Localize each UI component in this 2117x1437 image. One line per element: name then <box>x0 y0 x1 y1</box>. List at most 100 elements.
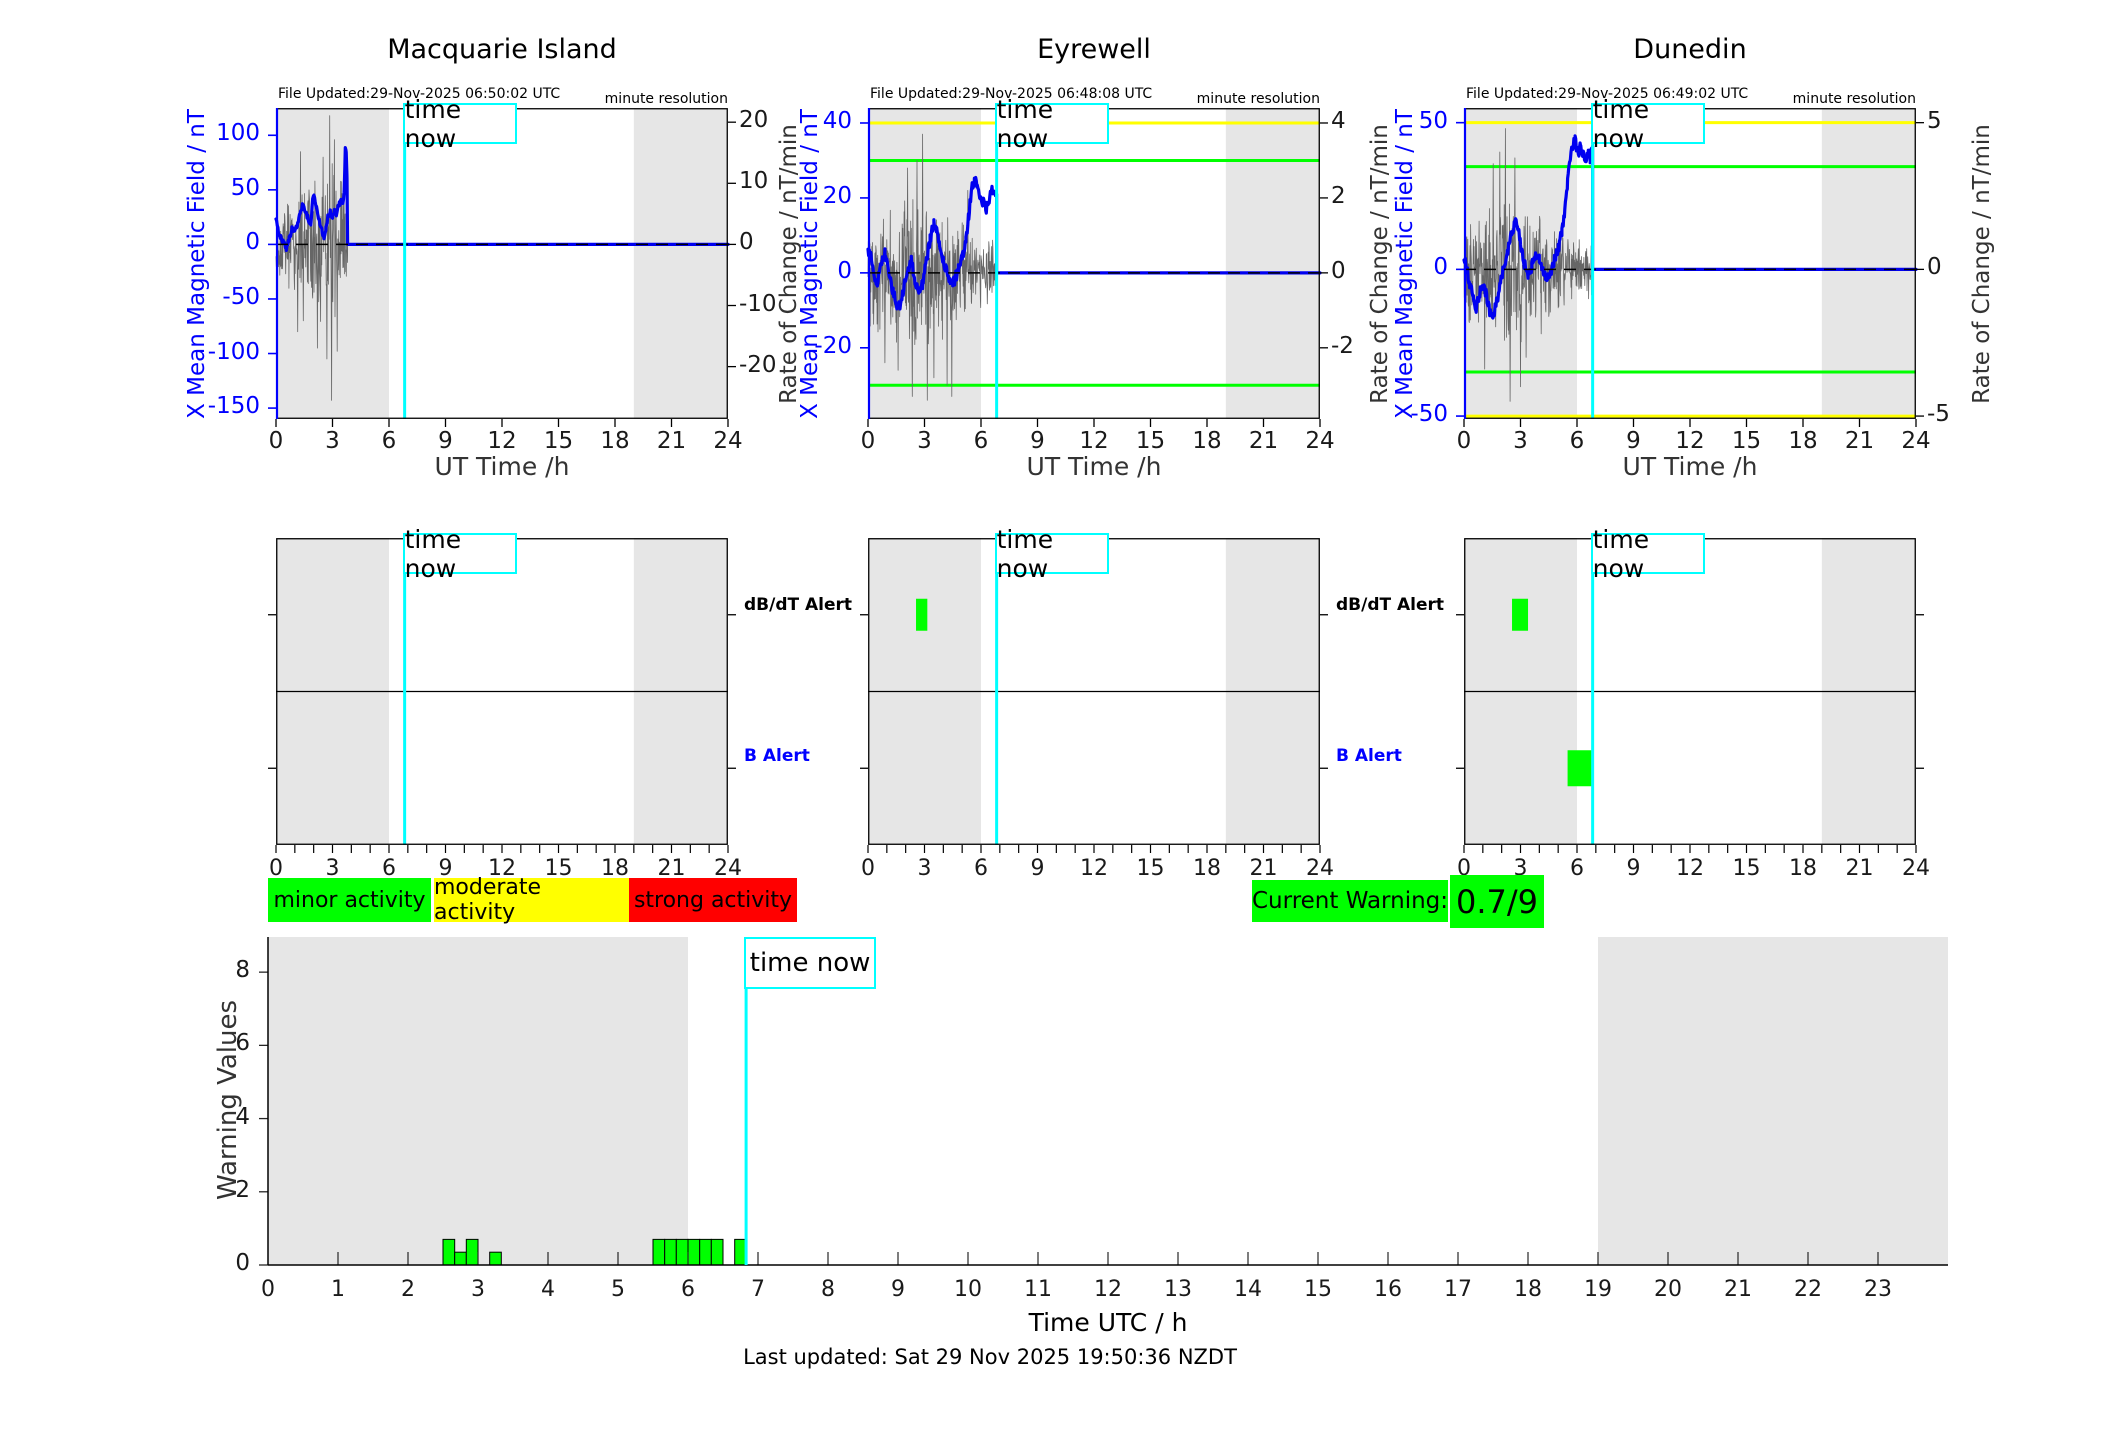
warning-x-tick-label: 3 <box>471 1277 485 1302</box>
y-left-tick-label: -150 <box>207 393 260 420</box>
current-warning-value-box: 0.7/9 <box>1450 875 1544 928</box>
warning-y-tick-label: 8 <box>235 957 250 984</box>
y-axis-label-left: X Mean Magnetic Field / nT <box>797 108 823 419</box>
rate-of-change-trace <box>867 133 1321 401</box>
y-left-tick-label: -20 <box>814 332 852 359</box>
x-axis-label: UT Time /h <box>1622 452 1758 481</box>
current-warning-label-box: Current Warning: <box>1252 880 1448 922</box>
x-tick-label: 0 <box>268 428 284 454</box>
alert-x-tick-label: 6 <box>1570 856 1584 881</box>
b-alert-label: B Alert <box>1336 746 1402 767</box>
warning-bar <box>489 1251 502 1266</box>
y-left-tick-label: 0 <box>245 229 260 256</box>
warning-x-tick-label: 23 <box>1864 1277 1892 1302</box>
y-left-tick-label: 0 <box>837 257 852 284</box>
warning-x-tick-label: 16 <box>1374 1277 1402 1302</box>
y-right-tick-label: -20 <box>739 351 777 378</box>
alert-x-tick-label: 21 <box>657 856 686 881</box>
alert-x-tick-label: 12 <box>1080 856 1108 881</box>
alert-x-tick-label: 24 <box>1902 856 1930 881</box>
warning-y-tick-label: 2 <box>235 1176 250 1203</box>
y-right-tick-label: 5 <box>1927 107 1942 134</box>
x-tick-label: 24 <box>1305 428 1335 454</box>
alert-x-tick-label: 9 <box>1626 856 1641 881</box>
legend-moderate-activity-label: moderate activity <box>434 875 542 925</box>
y-left-tick-label: 20 <box>822 182 852 209</box>
dbdt-alert-label: dB/dT Alert <box>744 594 853 615</box>
x-tick-label: 0 <box>860 428 876 454</box>
x-tick-label: 21 <box>1844 428 1875 454</box>
x-tick-label: 24 <box>1901 428 1931 454</box>
station-title: Eyrewell <box>1037 34 1151 65</box>
y-left-tick-label: 100 <box>216 120 260 147</box>
warning-bar <box>442 1238 456 1266</box>
dbdt-alert-bar <box>1512 598 1529 631</box>
legend-strong-activity-label: strong activity <box>633 887 793 913</box>
alert-x-tick-label: 3 <box>917 856 932 881</box>
x-tick-label: 15 <box>543 428 574 454</box>
alert-x-tick-label: 15 <box>544 856 573 881</box>
resolution-note: minute resolution <box>1792 91 1916 107</box>
alert-x-tick-label: 18 <box>601 856 629 881</box>
file-updated-note: File Updated:29-Nov-2025 06:48:08 UTC <box>870 86 1153 102</box>
file-updated-note: File Updated:29-Nov-2025 06:50:02 UTC <box>278 86 561 102</box>
file-updated-note: File Updated:29-Nov-2025 06:49:02 UTC <box>1466 86 1749 102</box>
alert-x-tick-label: 15 <box>1136 856 1165 881</box>
x-tick-label: 21 <box>1248 428 1279 454</box>
warning-x-tick-label: 9 <box>891 1277 905 1302</box>
mean-field-trace <box>866 175 1322 311</box>
y-right-tick-label: 0 <box>1927 254 1942 281</box>
warning-x-tick-label: 6 <box>681 1277 695 1302</box>
b-alert-label: B Alert <box>744 746 810 767</box>
x-tick-label: 9 <box>1030 428 1045 454</box>
x-tick-label: 12 <box>1675 428 1705 454</box>
legend-minor-activity-label: minor activity <box>273 887 426 913</box>
warning-bar <box>664 1238 677 1266</box>
y-right-tick-label: 0 <box>1331 257 1346 284</box>
y-left-tick-label: -50 <box>1410 401 1448 428</box>
time-now-label: time now <box>994 95 1109 153</box>
y-axis-label-right: Rate of Change / nT/min <box>1969 123 1995 404</box>
warning-x-tick-label: 21 <box>1724 1277 1752 1302</box>
y-right-tick-label: -10 <box>739 290 777 317</box>
y-left-tick-label: 50 <box>230 174 260 201</box>
night-shading <box>1598 937 1948 1265</box>
y-left-tick-label: -50 <box>222 283 260 310</box>
alert-panel <box>860 538 1328 853</box>
alert-x-tick-label: 9 <box>438 856 453 881</box>
y-left-tick-label: 50 <box>1418 107 1448 134</box>
warning-bar <box>652 1238 666 1266</box>
alert-x-tick-label: 18 <box>1789 856 1817 881</box>
night-shading <box>633 108 728 419</box>
alert-x-tick-label: 12 <box>1676 856 1704 881</box>
warning-bar <box>710 1238 724 1266</box>
x-tick-label: 6 <box>973 428 989 454</box>
warning-bar <box>454 1251 467 1266</box>
warning-x-tick-label: 14 <box>1234 1277 1262 1302</box>
time-now-label: time now <box>994 525 1109 583</box>
night-shading <box>1225 108 1320 419</box>
x-axis-label: UT Time /h <box>1026 452 1162 481</box>
alert-x-tick-label: 0 <box>1457 856 1471 881</box>
warning-y-tick-label: 0 <box>235 1250 250 1276</box>
night-shading <box>268 937 688 1265</box>
alert-panel <box>268 538 736 853</box>
station-title: Dunedin <box>1633 34 1747 65</box>
time-now-label: time now <box>402 95 517 153</box>
warning-x-tick-label: 20 <box>1654 1277 1682 1302</box>
warning-x-tick-label: 1 <box>331 1277 345 1302</box>
magnetic-field-plot <box>860 108 1328 427</box>
b-alert-bar <box>1567 750 1594 787</box>
legend-moderate-activity: moderate activity <box>434 875 629 925</box>
x-tick-label: 24 <box>713 428 743 454</box>
warning-x-tick-label: 22 <box>1794 1277 1822 1302</box>
warning-x-tick-label: 5 <box>611 1277 625 1302</box>
alert-panel <box>1456 538 1924 853</box>
warning-x-tick-label: 10 <box>954 1277 982 1302</box>
warning-x-tick-label: 17 <box>1444 1277 1472 1302</box>
night-shading <box>1821 108 1916 419</box>
x-tick-label: 0 <box>1456 428 1472 454</box>
alert-x-tick-label: 12 <box>488 856 516 881</box>
x-tick-label: 3 <box>917 428 932 454</box>
